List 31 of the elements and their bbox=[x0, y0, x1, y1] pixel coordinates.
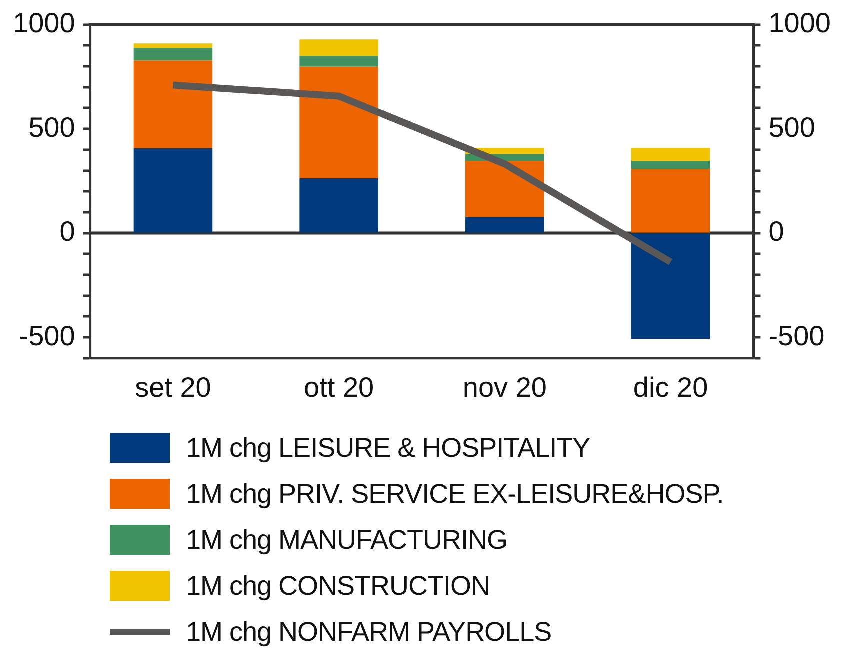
legend-label: 1M chg MANUFACTURING bbox=[186, 524, 508, 556]
bar bbox=[134, 48, 213, 61]
x-tick-label: set 20 bbox=[135, 372, 212, 403]
legend-label: 1M chg NONFARM PAYROLLS bbox=[186, 616, 552, 648]
x-tick-label: ott 20 bbox=[304, 372, 374, 403]
bar bbox=[300, 66, 378, 178]
y2-tick-label: -500 bbox=[768, 320, 825, 352]
y2-tick-label: 1000 bbox=[768, 8, 832, 39]
y2-tick-label: 500 bbox=[768, 112, 816, 143]
legend-label: 1M chg LEISURE & HOSPITALITY bbox=[186, 432, 590, 464]
y-tick-label: 1000 bbox=[12, 8, 76, 39]
y-tick-label: 500 bbox=[28, 112, 76, 143]
bar bbox=[134, 60, 213, 148]
bar bbox=[134, 148, 213, 233]
legend-label: 1M chg CONSTRUCTION bbox=[186, 570, 490, 602]
bar bbox=[466, 160, 544, 218]
x-tick-label: nov 20 bbox=[462, 372, 547, 403]
bar bbox=[631, 169, 710, 233]
y-tick-label: -500 bbox=[19, 320, 76, 352]
x-tick-label: dic 20 bbox=[633, 372, 708, 403]
legend-label: 1M chg PRIV. SERVICE EX-LEISURE&HOSP. bbox=[186, 478, 724, 510]
bar bbox=[300, 56, 378, 67]
bar bbox=[300, 40, 378, 56]
bar bbox=[300, 178, 378, 233]
bar bbox=[631, 234, 710, 340]
y-tick-label: 0 bbox=[60, 216, 76, 248]
bar bbox=[466, 217, 544, 233]
bar bbox=[134, 44, 213, 48]
y2-tick-label: 0 bbox=[768, 216, 784, 248]
bar bbox=[631, 160, 710, 170]
bar bbox=[631, 148, 710, 161]
